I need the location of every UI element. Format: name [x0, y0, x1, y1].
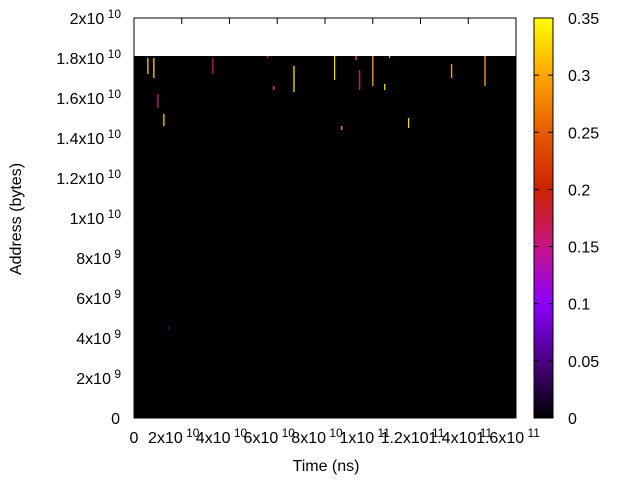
x-tick-label: 6x10 10 — [244, 426, 296, 447]
colorbar-tick-label: 0.35 — [568, 11, 599, 28]
y-tick-label: 1.4x10 10 — [56, 127, 121, 148]
heatmap-cell — [384, 84, 386, 90]
colorbar-tick-label: 0.15 — [568, 240, 599, 257]
heatmap-cell — [359, 70, 361, 90]
heatmap-cell — [153, 58, 155, 78]
heatmap-cell — [157, 94, 159, 108]
y-tick-label: 0 — [111, 411, 120, 428]
y-tick-label: 1.8x10 10 — [56, 47, 121, 68]
y-tick-label: 4x10 9 — [76, 327, 121, 348]
colorbar-tick-label: 0.25 — [568, 125, 599, 142]
x-tick-label: 0 — [130, 430, 139, 447]
y-tick-label: 6x10 9 — [76, 287, 121, 308]
colorbar-tick-label: 0 — [568, 411, 577, 428]
x-tick-label: 1x10 11 — [340, 426, 391, 447]
y-tick-label: 1.2x10 10 — [56, 167, 121, 188]
x-tick-label: 4x10 10 — [196, 426, 248, 447]
colorbar-scale — [533, 17, 554, 419]
heatmap-cell — [341, 126, 343, 130]
y-tick-label: 1.6x10 10 — [56, 87, 121, 108]
heatmap-cell — [388, 56, 391, 58]
heatmap-background — [134, 56, 516, 418]
heatmap-cell — [273, 86, 275, 90]
heatmap-cell — [168, 326, 170, 330]
heatmap-cell — [355, 56, 357, 60]
heatmap-cell — [372, 56, 374, 86]
heatmap-cell — [163, 114, 165, 126]
heatmap-cell — [212, 58, 214, 74]
heatmap-cell — [147, 58, 149, 74]
y-tick-label: 2x10 9 — [76, 367, 121, 388]
heatmap-cell — [407, 118, 410, 128]
colorbar-tick-label: 0.3 — [568, 68, 590, 85]
x-tick-label: 8x10 10 — [291, 426, 343, 447]
x-axis-label: Time (ns) — [293, 458, 360, 475]
x-tick-label: 1.4x10 11 — [428, 426, 492, 447]
colorbar: 0 0.05 0.1 0.15 0.2 0.25 0.3 0.35 — [533, 11, 599, 428]
y-tick-label: 2x10 10 — [70, 7, 122, 28]
heatmap-cell — [484, 56, 486, 86]
y-axis-label: Address (bytes) — [8, 163, 25, 275]
y-tick-label: 1x10 10 — [70, 207, 122, 228]
heatmap-cell — [450, 64, 453, 78]
colorbar-tick-label: 0.05 — [568, 354, 599, 371]
colorbar-tick-label: 0.1 — [568, 297, 590, 314]
x-tick-label: 1.2x10 11 — [381, 426, 445, 447]
colorbar-tick-label: 0.2 — [568, 182, 590, 199]
plot-area — [134, 56, 516, 418]
heatmap-cell — [333, 56, 336, 80]
x-tick-label: 2x10 10 — [148, 426, 200, 447]
y-tick-label: 8x10 9 — [76, 247, 121, 268]
heatmap-cell — [267, 56, 269, 58]
heatmap-cell — [293, 66, 295, 92]
x-tick-label: 1.6x10 11 — [476, 426, 540, 447]
